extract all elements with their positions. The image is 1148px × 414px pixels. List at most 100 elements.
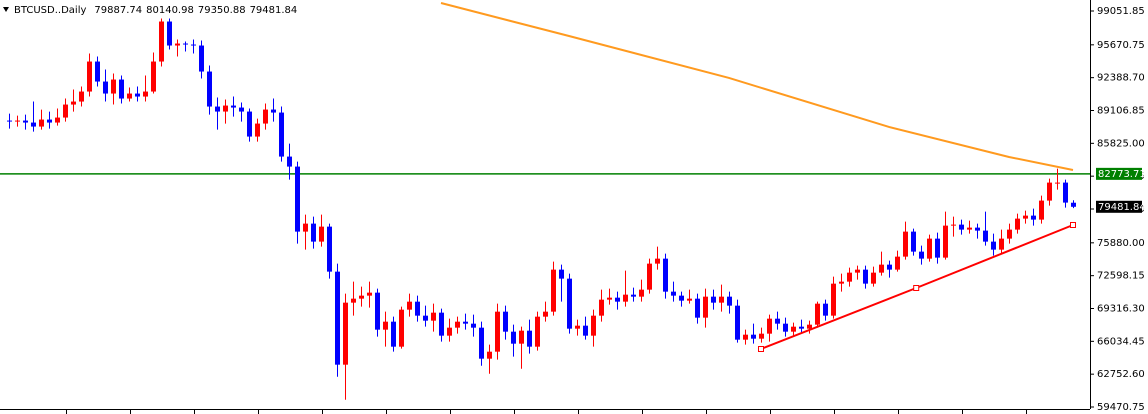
candle-body <box>1055 182 1060 184</box>
candle-body <box>271 109 276 113</box>
trendline-anchor <box>758 346 764 353</box>
candle-body <box>839 281 844 284</box>
y-tick-label: 99051.85 <box>1097 6 1145 17</box>
y-tick-label: 92388.70 <box>1097 73 1145 84</box>
candle-body <box>463 321 468 324</box>
current-price-box <box>1096 200 1142 213</box>
candle-body <box>543 311 548 317</box>
y-tick-label: 59470.75 <box>1097 402 1145 413</box>
candle-body <box>783 323 788 332</box>
candle-body <box>159 21 164 62</box>
candle-body <box>719 296 724 303</box>
level-price-box <box>1096 167 1142 180</box>
candle-body <box>175 43 180 46</box>
candle-body <box>983 230 988 242</box>
candle-body <box>1023 215 1028 219</box>
current-price-label: 79481.84 <box>1098 202 1146 213</box>
candle-body <box>727 296 732 306</box>
candle-body <box>367 292 372 296</box>
candle-body <box>911 231 916 252</box>
candle-body <box>887 264 892 270</box>
trendline-anchor <box>913 285 920 292</box>
candle-body <box>343 302 348 365</box>
candle-body <box>55 117 60 123</box>
candle-body <box>935 238 940 258</box>
candle-body <box>399 309 404 347</box>
moving-average <box>440 2 1074 171</box>
candle-body <box>551 269 556 312</box>
candle-body <box>487 351 492 359</box>
candle-body <box>511 331 516 344</box>
time-ticks <box>66 409 1027 414</box>
candle-body <box>471 323 476 328</box>
candle-body <box>903 231 908 257</box>
candle-body <box>647 263 652 290</box>
candle-body <box>967 227 972 230</box>
candle-body <box>535 316 540 347</box>
y-tick-label: 72598.15 <box>1097 271 1145 282</box>
candle-body <box>799 326 804 329</box>
candle-body <box>239 107 244 112</box>
candle-body <box>455 321 460 328</box>
candle-body <box>231 105 236 108</box>
candle-body <box>151 61 156 92</box>
candle-body <box>703 296 708 318</box>
candle-body <box>439 312 444 336</box>
candle-body <box>1031 215 1036 220</box>
y-tick-label: 66034.45 <box>1097 336 1145 347</box>
y-tick-label: 89106.85 <box>1097 105 1145 116</box>
header-close: 79481.84 <box>250 5 298 16</box>
candle-body <box>215 106 220 112</box>
menu-triangle[interactable] <box>3 7 9 12</box>
candle-body <box>183 43 188 45</box>
candle-body <box>479 327 484 359</box>
candle-body <box>1015 218 1020 230</box>
candle-body <box>671 291 676 296</box>
candle-body <box>999 238 1004 250</box>
candle-body <box>639 289 644 297</box>
candle-body <box>279 112 284 157</box>
candle-body <box>415 301 420 316</box>
candle-body <box>191 44 196 46</box>
candle-body <box>855 269 860 273</box>
candle-body <box>287 156 292 167</box>
candle-body <box>575 325 580 329</box>
candle-body <box>199 45 204 72</box>
candle-body <box>167 21 172 46</box>
candle-body <box>135 93 140 97</box>
candle-body <box>823 303 828 316</box>
plot-area <box>0 2 1090 400</box>
trendline-anchor <box>1070 221 1076 228</box>
candle-body <box>655 258 660 264</box>
header-high: 80140.98 <box>146 5 194 16</box>
candle-body <box>567 278 572 329</box>
candle-body <box>975 227 980 231</box>
candle-body <box>695 298 700 318</box>
candle-body <box>247 111 252 137</box>
candle-body <box>751 334 756 339</box>
candle-body <box>431 312 436 321</box>
candle-body <box>63 104 68 118</box>
candle-body <box>111 79 116 94</box>
candle-body <box>791 326 796 332</box>
candle-body <box>495 311 500 352</box>
candle-body <box>423 315 428 321</box>
candle-body <box>815 303 820 325</box>
candle-body <box>991 241 996 250</box>
candle-body <box>607 297 612 300</box>
candle-body <box>959 224 964 230</box>
candle-body <box>527 330 532 347</box>
candle-body <box>663 258 668 292</box>
candle-body <box>1063 182 1068 203</box>
candle-body <box>831 283 836 316</box>
candle-body <box>87 61 92 92</box>
candle-body <box>311 223 316 242</box>
y-tick-label: 75880.00 <box>1097 238 1145 249</box>
candle-body <box>807 324 812 329</box>
chart-header: BTCUSD..Daily 79887.74 80140.98 79350.88 794… <box>14 5 297 16</box>
candle-body <box>711 296 716 303</box>
candle-body <box>375 292 380 330</box>
candle-body <box>383 321 388 330</box>
